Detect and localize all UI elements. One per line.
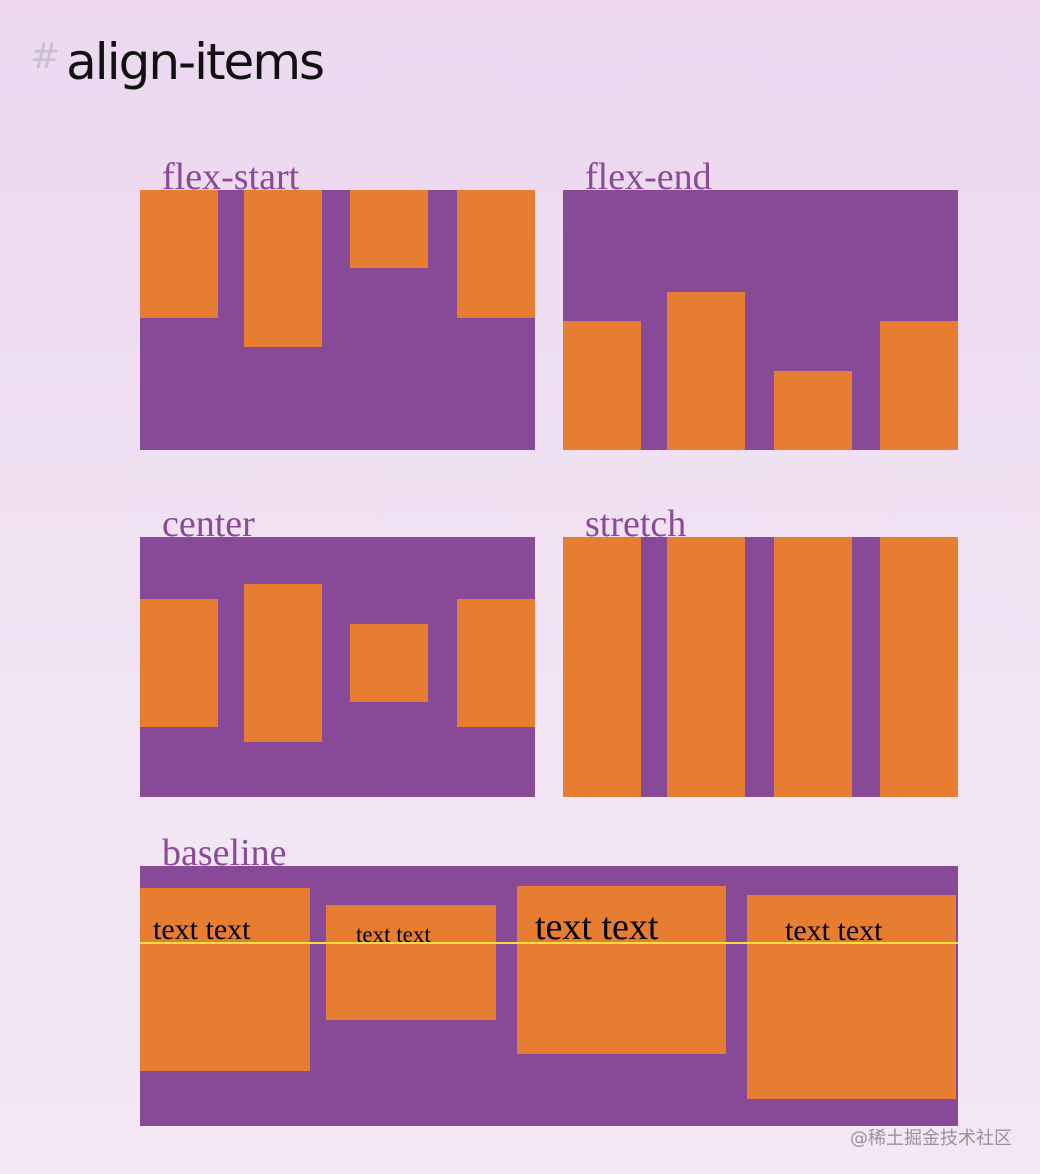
baseline-marker-line	[140, 942, 958, 944]
flex-item	[563, 321, 641, 450]
flex-item	[774, 371, 852, 450]
demo-label-stretch: stretch	[585, 503, 687, 545]
page-title: align-items	[66, 33, 325, 91]
flex-item	[350, 624, 428, 702]
item-text: text text	[153, 913, 251, 946]
flex-item: text text	[747, 895, 956, 1099]
baseline-container: text text text text text text text text	[140, 866, 958, 1126]
flex-item: text text	[517, 886, 726, 1054]
flex-item	[457, 190, 535, 318]
item-text: text text	[535, 906, 659, 948]
flex-item	[667, 292, 745, 450]
demo-label-flex-end: flex-end	[585, 156, 712, 198]
flex-item	[667, 537, 745, 797]
flex-item: text text	[140, 888, 310, 1071]
flex-item: text text	[326, 905, 496, 1020]
center-container	[140, 537, 535, 797]
demo-label-center: center	[162, 503, 255, 545]
section-heading: # align-items	[30, 30, 325, 100]
demo-label-baseline: baseline	[162, 832, 287, 874]
flex-item	[457, 599, 535, 727]
anchor-hash[interactable]: #	[30, 36, 61, 77]
flex-item	[774, 537, 852, 797]
stretch-container	[563, 537, 958, 797]
flex-item	[350, 190, 428, 268]
flex-item	[244, 584, 322, 742]
flex-item	[563, 537, 641, 797]
demo-label-flex-start: flex-start	[162, 156, 300, 198]
flex-item	[244, 190, 322, 347]
flex-item	[880, 321, 958, 450]
flex-item	[140, 599, 218, 727]
item-text: text text	[785, 914, 883, 947]
flex-item	[140, 190, 218, 318]
flex-end-container	[563, 190, 958, 450]
flex-item	[880, 537, 958, 797]
flex-start-container	[140, 190, 535, 450]
watermark: @稀土掘金技术社区	[850, 1128, 1012, 1149]
